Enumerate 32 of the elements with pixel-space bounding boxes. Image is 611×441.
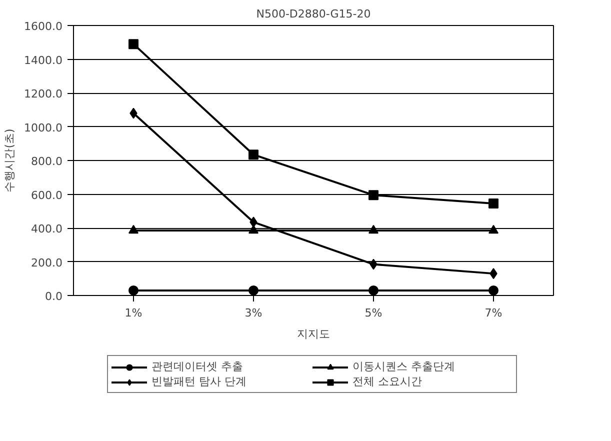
y-axis-title: 수행시간(초) (3, 128, 16, 192)
chart-title: N500-D2880-G15-20 (256, 8, 371, 20)
x-tick-label: 7% (484, 306, 502, 320)
y-tick-label: 1000.0 (24, 121, 63, 134)
point (488, 198, 498, 209)
legend-label: 관련데이터셋 추출 (152, 359, 244, 374)
point (368, 285, 378, 296)
y-tick-label: 1400.0 (24, 54, 63, 67)
y-tick-label: 800.0 (31, 155, 63, 168)
point (488, 285, 498, 296)
y-tick-label: 0.0 (45, 290, 63, 303)
point (368, 190, 378, 200)
legend-label: 빈발패턴 탐사 단계 (152, 374, 248, 389)
legend-label: 전체 소요시간 (352, 374, 423, 389)
point (368, 224, 378, 234)
point (248, 285, 258, 296)
y-tick-label: 200.0 (31, 256, 63, 270)
y-tick-label: 400.0 (31, 222, 63, 236)
x-tick-label: 5% (364, 306, 382, 320)
point (248, 150, 258, 160)
point (248, 224, 258, 234)
y-tick-label: 1200.0 (24, 88, 63, 100)
point (128, 39, 138, 50)
x-tick-label: 1% (124, 306, 142, 320)
y-tick-label: 600.0 (31, 188, 63, 202)
point (128, 285, 138, 296)
point (488, 224, 498, 234)
point (128, 224, 138, 234)
y-tick-label: 1600.0 (24, 20, 63, 33)
legend-label: 이동시퀀스 추출단계 (352, 359, 456, 374)
x-tick-label: 3% (244, 306, 262, 320)
x-axis-title: 지지도 (297, 328, 330, 340)
